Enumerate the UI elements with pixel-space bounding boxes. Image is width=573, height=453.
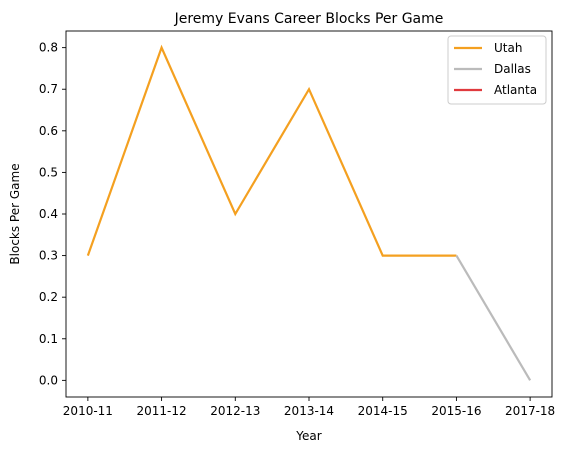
series-line-dallas xyxy=(455,255,532,381)
y-tick-label: 0.1 xyxy=(39,332,58,346)
x-tick-label: 2015-16 xyxy=(431,404,481,418)
x-tick-label: 2012-13 xyxy=(210,404,260,418)
legend: Utah Dallas Atlanta xyxy=(447,35,547,105)
y-tick-label: 0.0 xyxy=(39,373,58,387)
x-tick-label: 2013-14 xyxy=(284,404,334,418)
series-layer xyxy=(86,44,532,381)
x-axis-label: Year xyxy=(295,429,321,443)
x-tick-label: 2014-15 xyxy=(358,404,408,418)
y-tick-label: 0.3 xyxy=(39,249,58,263)
series-line-utah xyxy=(86,44,457,257)
y-tick-label: 0.8 xyxy=(39,41,58,55)
y-tick-label: 0.7 xyxy=(39,82,58,96)
y-tick-label: 0.6 xyxy=(39,124,58,138)
y-tick-label: 0.2 xyxy=(39,290,58,304)
y-tick-label: 0.5 xyxy=(39,165,58,179)
x-tick-label: 2017-18 xyxy=(505,404,555,418)
x-axis: 2010-11 2011-12 2012-13 2013-14 2014-15 2015-… xyxy=(63,397,555,418)
x-tick-label: 2011-12 xyxy=(137,404,187,418)
y-axis: 0.0 0.1 0.2 0.3 0.4 0.5 0.6 0.7 0.8 xyxy=(39,41,66,387)
x-tick-label: 2010-11 xyxy=(63,404,113,418)
legend-label-dallas: Dallas xyxy=(494,62,531,76)
legend-label-utah: Utah xyxy=(494,41,522,55)
legend-label-atlanta: Atlanta xyxy=(494,83,537,97)
y-axis-label: Blocks Per Game xyxy=(8,163,22,264)
chart-title: Jeremy Evans Career Blocks Per Game xyxy=(174,11,444,27)
legend-box xyxy=(447,35,547,105)
y-tick-label: 0.4 xyxy=(39,207,58,221)
